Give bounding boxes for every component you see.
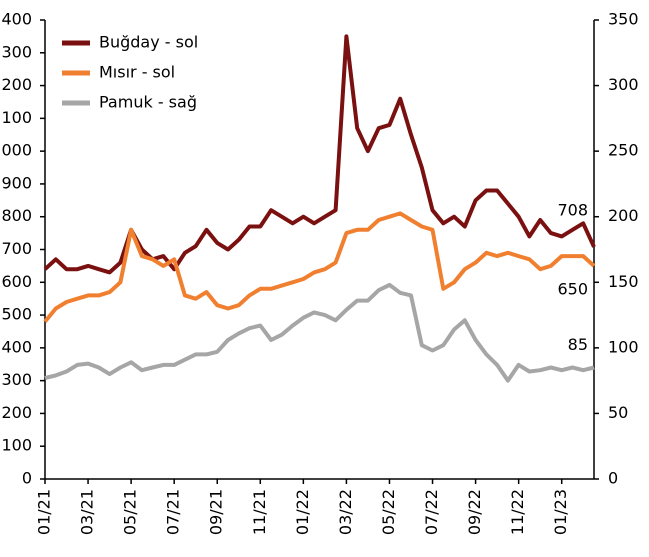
x-tick-label: 01/23: [551, 489, 570, 535]
y-tick-label: 1400: [0, 10, 32, 29]
x-tick-label: 05/21: [121, 489, 140, 535]
y-tick-label: 0: [22, 469, 32, 488]
y2-tick-label: 200: [608, 206, 639, 225]
y2-tick-label: 0: [608, 469, 618, 488]
y2-tick-label: 250: [608, 141, 639, 160]
series-line: [44, 282, 595, 383]
series-line: [43, 211, 596, 323]
y-tick-label: 800: [1, 206, 32, 225]
end-label: 708: [557, 200, 588, 219]
y-tick-label: 1000: [0, 141, 32, 160]
x-tick-label: 03/22: [336, 489, 355, 535]
x-tick-label: 07/22: [422, 489, 441, 535]
y-tick-label: 400: [1, 337, 32, 356]
y-tick-label: 700: [1, 239, 32, 258]
y2-tick-label: 50: [608, 403, 628, 422]
y-tick-label: 900: [1, 173, 32, 192]
y-tick-label: 100: [1, 436, 32, 455]
x-tick-label: 11/21: [250, 489, 269, 535]
legend-label: Mısır - sol: [99, 63, 175, 82]
y-tick-label: 200: [1, 403, 32, 422]
y2-tick-label: 350: [608, 10, 639, 29]
x-tick-label: 09/21: [207, 489, 226, 535]
y2-tick-label: 150: [608, 272, 639, 291]
end-label: 650: [557, 279, 588, 298]
x-tick-label: 09/22: [465, 489, 484, 535]
y-tick-label: 500: [1, 305, 32, 324]
x-tick-label: 07/21: [164, 489, 183, 535]
x-tick-label: 01/21: [35, 489, 54, 535]
x-tick-label: 01/22: [293, 489, 312, 535]
y-tick-label: 1100: [0, 108, 32, 127]
x-tick-label: 11/22: [508, 489, 527, 535]
y2-tick-label: 100: [608, 337, 639, 356]
y-tick-label: 300: [1, 370, 32, 389]
legend-label: Pamuk - sağ: [99, 93, 197, 112]
x-tick-label: 05/22: [379, 489, 398, 535]
y-tick-label: 1200: [0, 75, 32, 94]
y2-tick-label: 300: [608, 75, 639, 94]
y-tick-label: 1300: [0, 42, 32, 61]
x-tick-label: 03/21: [78, 489, 97, 535]
y-tick-label: 600: [1, 272, 32, 291]
end-label: 85: [568, 335, 588, 354]
legend-label: Buğday - sol: [99, 33, 198, 52]
